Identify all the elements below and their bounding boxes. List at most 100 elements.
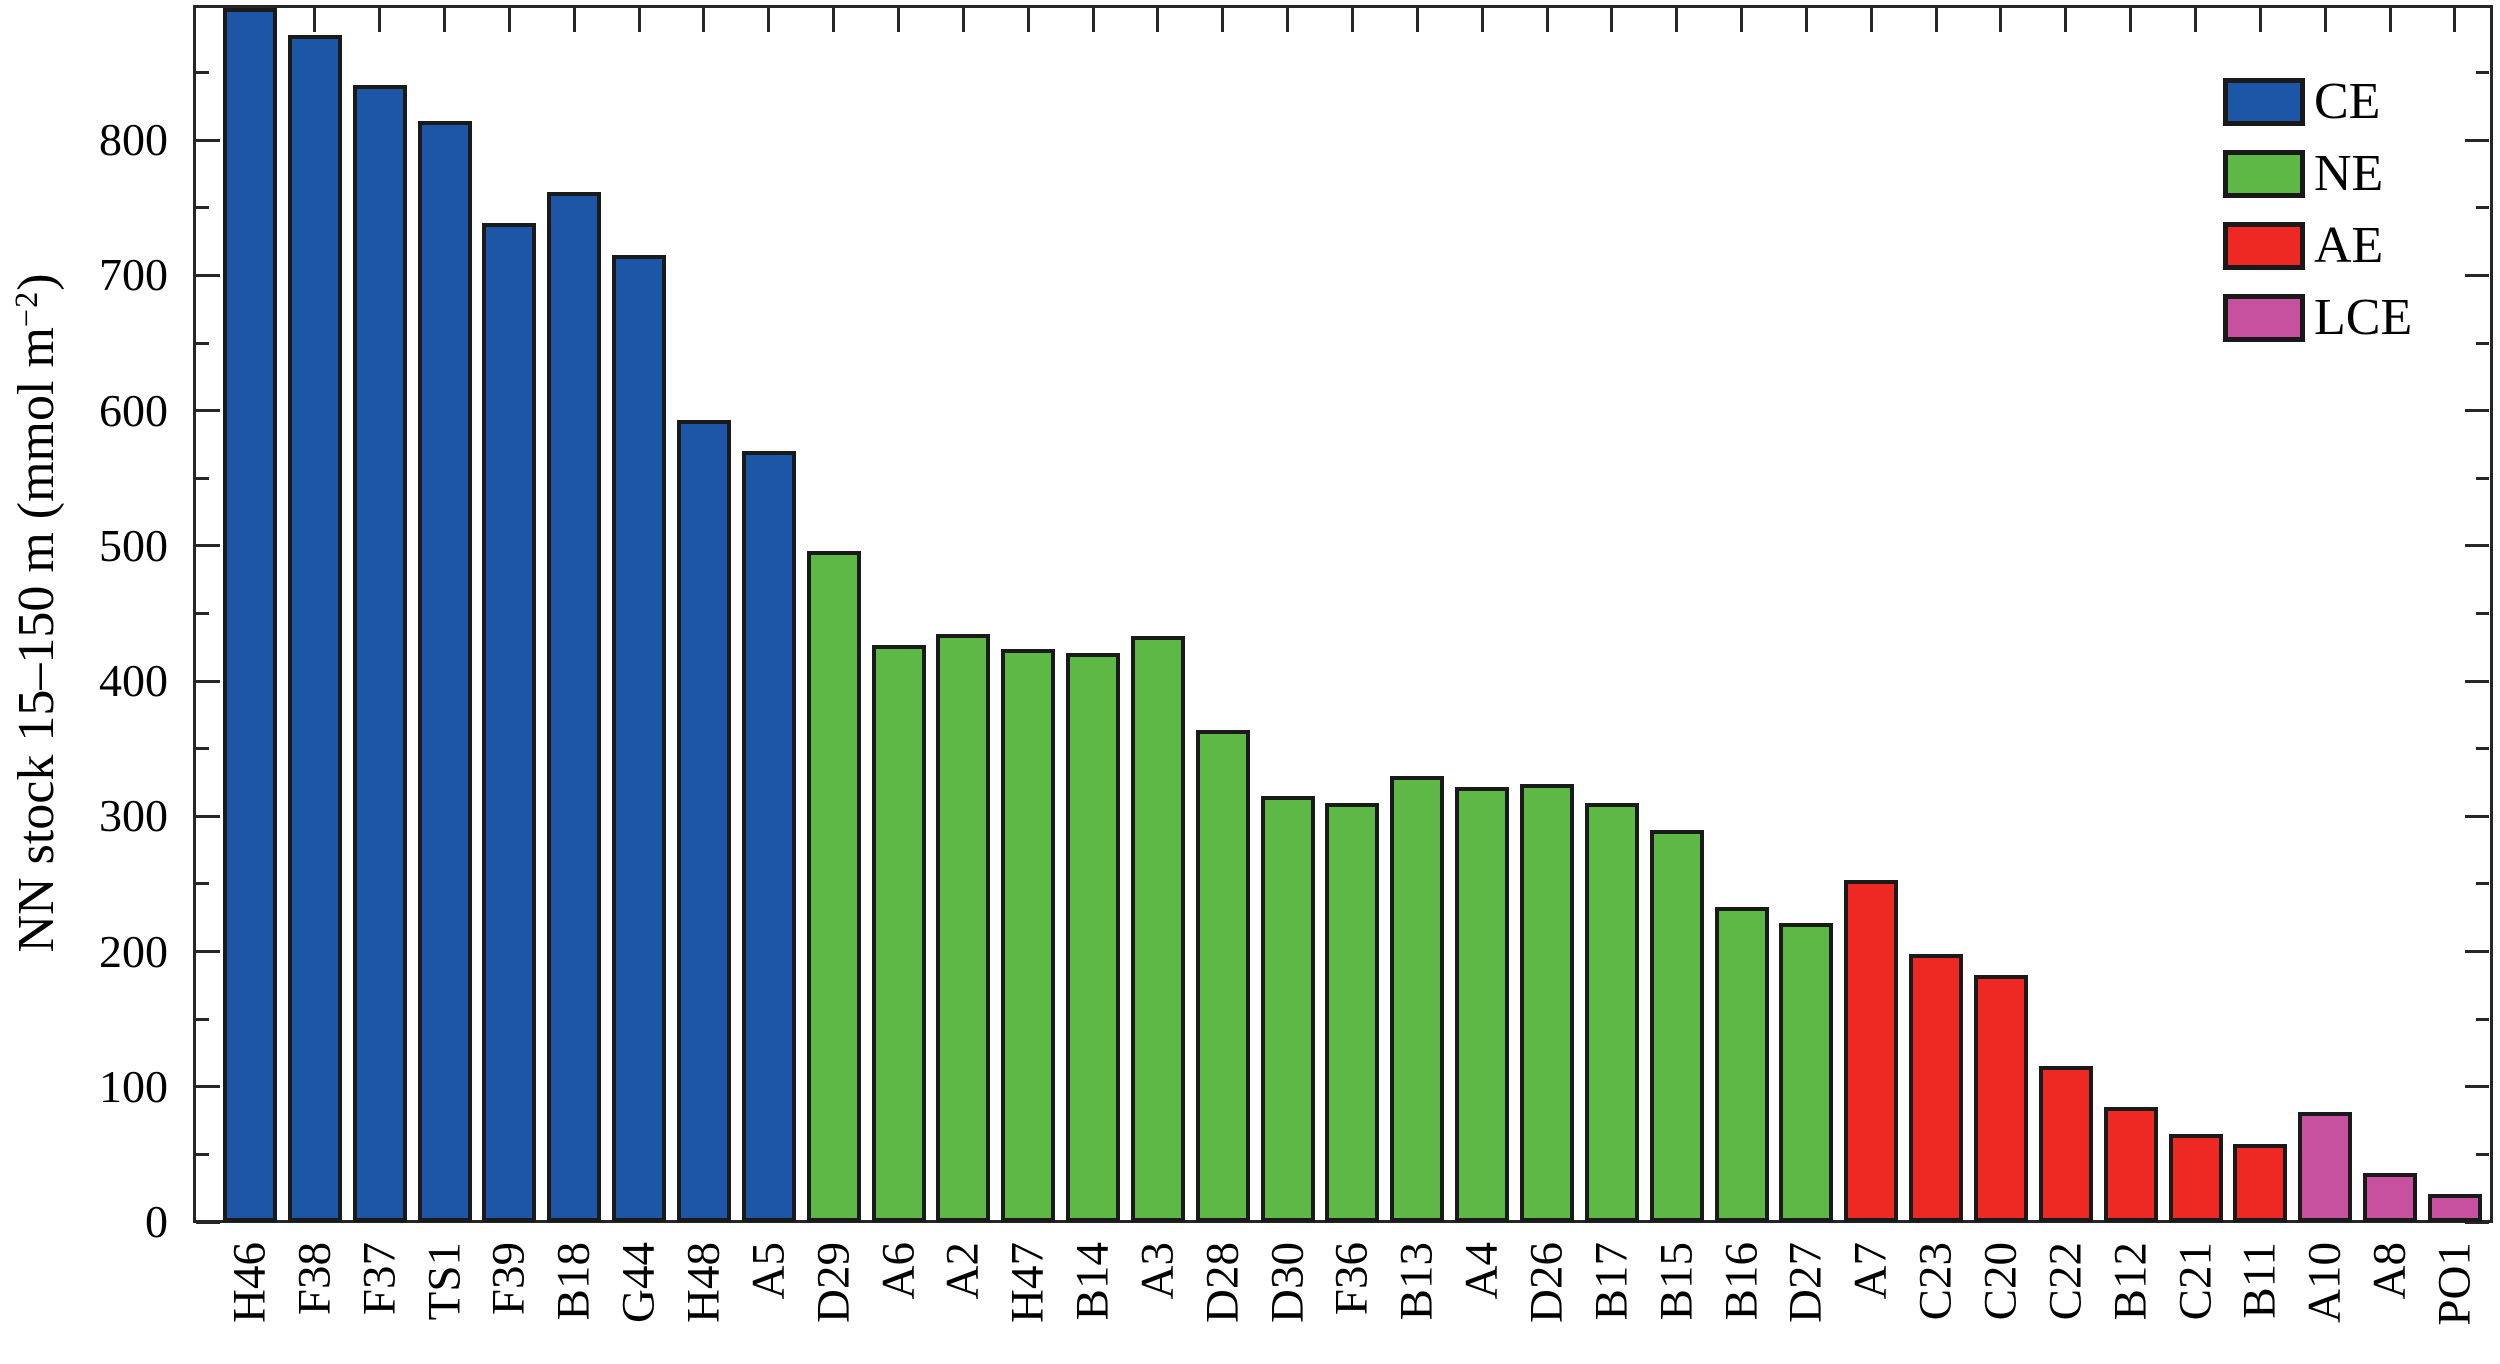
x-axis-top-tick [1091, 8, 1095, 32]
bar-C20 [1973, 974, 2028, 1222]
x-axis-top-tick [2064, 8, 2068, 32]
x-axis-top-tick [1934, 8, 1938, 32]
bar-F38 [287, 34, 342, 1222]
x-axis-top-tick [1480, 8, 1484, 32]
x-axis-top-tick [1869, 8, 1873, 32]
legend-item-ae: AE [2223, 217, 2412, 274]
x-tick-label-F39: F39 [482, 1242, 535, 1316]
x-tick-label-B12: B12 [2104, 1242, 2157, 1321]
bar-A3 [1130, 636, 1185, 1222]
y-axis-minor-tick [196, 206, 209, 210]
x-tick-label-A2: A2 [936, 1242, 989, 1300]
y-tick-label: 500 [99, 519, 168, 571]
x-axis-top-tick [2453, 8, 2457, 32]
legend-swatch-ae [2223, 222, 2305, 270]
x-axis-top-tick [832, 8, 836, 32]
y-tick-label: 0 [145, 1196, 168, 1247]
x-tick-label-B14: B14 [1066, 1242, 1119, 1321]
y-axis-minor-tick-right [2476, 612, 2489, 615]
x-tick-label-H47: H47 [1001, 1242, 1054, 1323]
x-tick-label-B15: B15 [1650, 1242, 1703, 1321]
bar-PO1 [2427, 1193, 2482, 1222]
x-axis-top-tick [1415, 8, 1419, 32]
y-axis-minor-tick-right [2476, 1017, 2489, 1021]
y-axis-minor-tick-right [2476, 206, 2489, 210]
y-axis-minor-tick [196, 1017, 209, 1021]
x-tick-label-A10: A10 [2298, 1242, 2351, 1323]
y-axis-minor-tick-right [2476, 476, 2489, 480]
x-axis-top-tick [702, 8, 706, 32]
x-tick-label-B11: B11 [2233, 1242, 2286, 1319]
x-tick-label-B16: B16 [1715, 1242, 1768, 1321]
x-axis-top-tick [961, 8, 965, 32]
y-tick-label: 200 [99, 925, 168, 977]
x-tick-label-H46: H46 [223, 1242, 276, 1323]
x-tick-label-D30: D30 [1261, 1242, 1314, 1323]
y-axis-major-tick-right [2465, 1085, 2489, 1089]
bar-G44 [612, 255, 667, 1222]
x-axis-top-tick [2258, 8, 2262, 32]
bar-B11 [2233, 1143, 2288, 1222]
y-axis-minor-tick [196, 747, 209, 751]
y-axis-major-tick-right [2465, 679, 2489, 683]
y-tick-label: 100 [99, 1060, 168, 1112]
bar-B18 [547, 191, 602, 1222]
y-axis-major-tick [196, 409, 220, 413]
bar-B14 [1066, 652, 1121, 1222]
x-axis-top-tick [1286, 8, 1290, 32]
y-axis-minor-tick-right [2476, 1152, 2489, 1156]
x-axis-top-tick [897, 8, 900, 32]
y-axis-major-tick [196, 814, 220, 818]
x-tick-label-F38: F38 [288, 1242, 341, 1316]
bar-A6 [871, 644, 926, 1222]
y-axis-major-tick-right [2465, 814, 2489, 818]
y-tick-label: 400 [99, 655, 168, 707]
x-tick-label-F37: F37 [353, 1242, 406, 1316]
x-axis-top-tick [1804, 8, 1808, 32]
y-axis-major-tick [196, 1220, 220, 1224]
x-axis-top-tick [2323, 8, 2327, 32]
x-axis-top-tick [313, 8, 317, 32]
y-axis-minor-tick-right [2476, 882, 2489, 886]
legend-label-ce: CE [2314, 73, 2381, 130]
bar-D28 [1195, 729, 1250, 1222]
legend-label-ae: AE [2314, 217, 2384, 274]
x-tick-label-B13: B13 [1390, 1242, 1443, 1321]
bar-A8 [2363, 1173, 2418, 1222]
x-axis-top-tick [1610, 8, 1614, 32]
bar-A10 [2298, 1112, 2353, 1222]
y-axis-major-tick [196, 273, 220, 277]
x-tick-label-A3: A3 [1131, 1242, 1184, 1300]
bar-D27 [1779, 923, 1834, 1222]
x-tick-label-C23: C23 [1909, 1242, 1962, 1321]
y-axis-major-tick-right [2465, 273, 2489, 277]
x-axis-top-tick [2194, 8, 2197, 32]
x-axis-top-tick [1740, 8, 1744, 32]
y-axis-major-tick [196, 544, 220, 548]
x-axis-top-tick [1156, 8, 1160, 32]
y-axis-minor-tick-right [2476, 71, 2489, 75]
y-tick-label: 700 [99, 249, 168, 301]
legend-swatch-lce [2223, 294, 2305, 342]
y-axis-major-tick-right [2465, 409, 2489, 413]
x-axis-top-tick [1545, 8, 1549, 32]
x-tick-label-A8: A8 [2363, 1242, 2416, 1300]
y-axis-label: NN stock 15–150 m (mmol m−2) [8, 273, 65, 952]
x-axis-top-tick [1999, 8, 2003, 32]
x-tick-label-D28: D28 [1196, 1242, 1249, 1323]
x-tick-label-A7: A7 [1844, 1242, 1897, 1300]
x-axis-top-tick [378, 8, 382, 32]
x-tick-label-B17: B17 [1585, 1242, 1638, 1321]
bar-D30 [1260, 796, 1315, 1222]
x-tick-label-D29: D29 [807, 1242, 860, 1323]
x-tick-label-C22: C22 [2039, 1242, 2092, 1321]
legend-swatch-ne [2223, 150, 2305, 198]
y-axis-major-tick-right [2465, 138, 2489, 142]
bar-H47 [1001, 648, 1056, 1222]
bar-H46 [223, 7, 277, 1222]
bar-F39 [482, 222, 537, 1222]
x-tick-label-TS1: TS1 [418, 1242, 471, 1321]
x-tick-label-A6: A6 [872, 1242, 924, 1300]
y-axis-minor-tick [196, 476, 209, 480]
